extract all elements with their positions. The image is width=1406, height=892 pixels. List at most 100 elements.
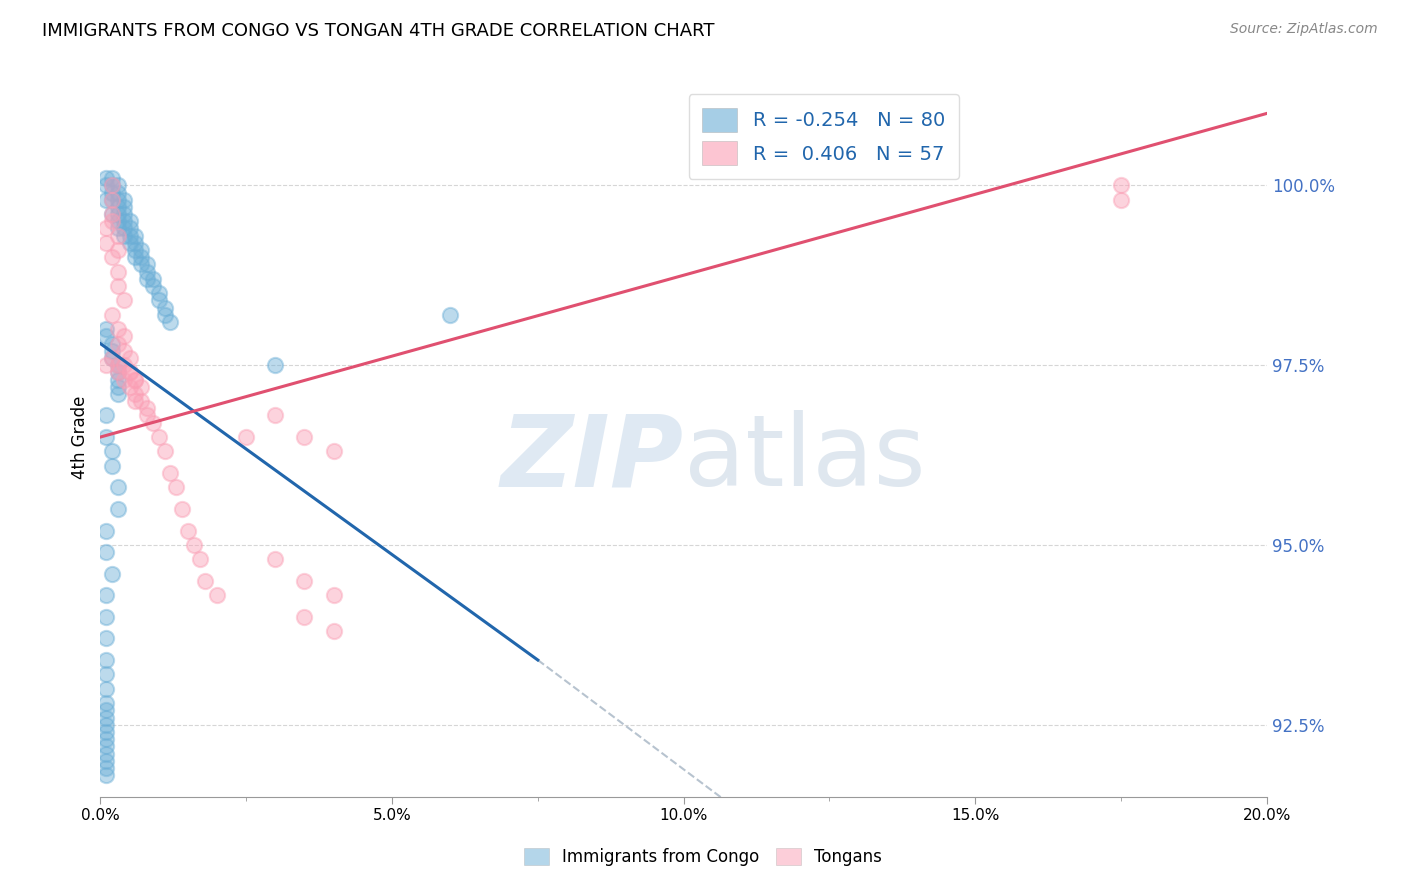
Point: [159, 466, 181, 480]
Y-axis label: 4th Grade: 4th Grade: [72, 395, 89, 479]
Point: [96, 358, 118, 372]
Point: [136, 272, 159, 286]
Point: [107, 186, 129, 200]
Point: [124, 235, 146, 250]
Point: [322, 444, 344, 458]
Point: [148, 293, 170, 308]
Point: [107, 358, 129, 372]
Point: [107, 322, 129, 336]
Point: [129, 380, 152, 394]
Point: [153, 444, 176, 458]
Point: [96, 667, 118, 681]
Point: [101, 193, 124, 207]
Point: [235, 430, 257, 444]
Point: [101, 444, 124, 458]
Point: [96, 430, 118, 444]
Point: [124, 387, 146, 401]
Point: [124, 250, 146, 264]
Point: [124, 372, 146, 386]
Legend: Immigrants from Congo, Tongans: Immigrants from Congo, Tongans: [516, 840, 890, 875]
Point: [96, 409, 118, 423]
Point: [183, 538, 205, 552]
Point: [96, 725, 118, 739]
Point: [101, 207, 124, 221]
Point: [101, 214, 124, 228]
Point: [118, 351, 141, 365]
Point: [96, 754, 118, 768]
Point: [118, 214, 141, 228]
Point: [101, 193, 124, 207]
Point: [148, 430, 170, 444]
Point: [101, 351, 124, 365]
Legend: R = -0.254   N = 80, R =  0.406   N = 57: R = -0.254 N = 80, R = 0.406 N = 57: [689, 95, 959, 178]
Point: [159, 315, 181, 329]
Point: [96, 178, 118, 193]
Point: [153, 308, 176, 322]
Point: [107, 221, 129, 235]
Point: [136, 265, 159, 279]
Point: [96, 329, 118, 343]
Point: [264, 552, 287, 566]
Point: [118, 380, 141, 394]
Point: [101, 186, 124, 200]
Text: IMMIGRANTS FROM CONGO VS TONGAN 4TH GRADE CORRELATION CHART: IMMIGRANTS FROM CONGO VS TONGAN 4TH GRAD…: [42, 22, 714, 40]
Point: [101, 566, 124, 581]
Point: [96, 235, 118, 250]
Point: [142, 272, 165, 286]
Point: [101, 308, 124, 322]
Point: [101, 458, 124, 473]
Point: [96, 322, 118, 336]
Point: [112, 207, 135, 221]
Point: [107, 365, 129, 379]
Point: [96, 588, 118, 602]
Point: [107, 178, 129, 193]
Point: [96, 718, 118, 732]
Point: [107, 502, 129, 516]
Point: [124, 394, 146, 409]
Point: [96, 732, 118, 747]
Point: [264, 409, 287, 423]
Point: [136, 257, 159, 271]
Point: [294, 430, 316, 444]
Point: [96, 610, 118, 624]
Point: [112, 200, 135, 214]
Point: [112, 214, 135, 228]
Point: [112, 343, 135, 358]
Point: [101, 250, 124, 264]
Point: [294, 610, 316, 624]
Point: [129, 243, 152, 257]
Point: [112, 329, 135, 343]
Point: [96, 632, 118, 646]
Point: [136, 401, 159, 416]
Point: [107, 193, 129, 207]
Point: [96, 696, 118, 710]
Point: [112, 221, 135, 235]
Point: [205, 588, 228, 602]
Point: [107, 207, 129, 221]
Point: [112, 293, 135, 308]
Point: [322, 588, 344, 602]
Point: [294, 574, 316, 588]
Point: [101, 178, 124, 193]
Point: [96, 221, 118, 235]
Point: [107, 365, 129, 379]
Point: [107, 228, 129, 243]
Point: [188, 552, 211, 566]
Point: [96, 545, 118, 559]
Point: [96, 710, 118, 724]
Point: [107, 214, 129, 228]
Point: [96, 739, 118, 754]
Point: [129, 394, 152, 409]
Point: [124, 372, 146, 386]
Point: [107, 279, 129, 293]
Text: atlas: atlas: [683, 410, 925, 508]
Point: [124, 228, 146, 243]
Point: [439, 308, 461, 322]
Point: [153, 301, 176, 315]
Point: [1109, 178, 1132, 193]
Point: [96, 171, 118, 186]
Point: [107, 480, 129, 494]
Point: [112, 372, 135, 386]
Point: [107, 265, 129, 279]
Point: [101, 351, 124, 365]
